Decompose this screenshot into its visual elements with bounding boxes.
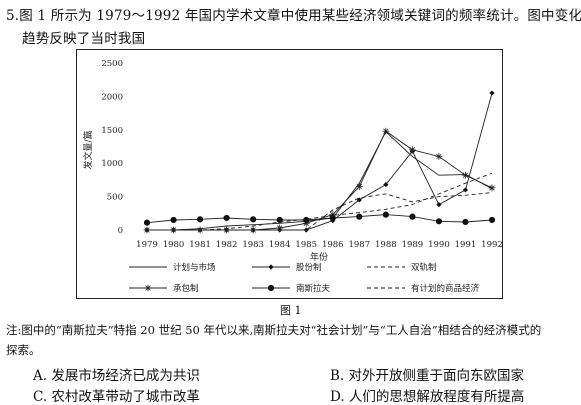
legend-item: 南斯拉夫 [252,283,331,294]
x-tick-label: 1984 [269,240,291,250]
series-line-6 [147,172,493,231]
option-a[interactable]: A. 发展市场经济已成为共识 [33,368,200,384]
legend-item: 有计划的商品经济 [367,283,480,294]
x-tick-label: 1992 [481,240,502,250]
series-4-point [196,226,204,234]
series-2-point [436,202,442,208]
series-4-point [249,226,257,234]
y-tick-label: 2000 [101,92,123,102]
series-2-point [462,187,469,193]
legend-marker [268,264,274,270]
x-tick-label: 1988 [375,240,397,250]
x-tick-label: 1986 [322,240,344,250]
series-4-point [435,153,443,160]
series-5-point [488,216,496,224]
series-5-point [409,213,416,220]
series-2-point [489,90,495,96]
series-5-point [276,216,283,224]
series-5-point [223,214,230,222]
legend-label: 南斯拉夫 [296,283,331,294]
series-5-point [170,216,177,224]
option-b[interactable]: B. 对外开放侧重于面向东欧国家 [330,368,525,384]
y-tick-label: 1500 [101,126,123,136]
question-text-1: 图 1 所示为 1979～1992 年国内学术文章中使用某些经济领域关键词的频率… [19,8,581,24]
series-4-point [276,224,284,232]
y-tick-label: 2500 [101,59,123,69]
y-axis-label: 发文量/篇 [82,130,94,169]
series-2-point [383,181,389,188]
series-5-point [250,216,257,223]
question-text-2: 趋势反映了当时我国 [22,31,146,47]
x-tick-label: 1981 [189,240,211,250]
legend-label: 股份制 [296,262,322,273]
legend-label: 承包制 [173,283,199,294]
series-line-5 [146,214,493,224]
series-4-point [223,226,231,234]
x-tick-label: 1989 [402,240,424,250]
note-line-2: 探索。 [6,343,41,357]
series-5-point [196,216,204,223]
legend-item: 承包制 [129,283,199,294]
series-5-point [143,219,151,226]
series-5-point [435,218,443,225]
series-line-4 [147,130,493,231]
series-4-point [462,171,469,179]
x-tick-label: 1982 [216,240,238,250]
x-tick-label: 1991 [455,240,477,250]
question-number: 5. [6,8,20,24]
x-tick-label: 1980 [163,240,185,250]
x-tick-label: 1983 [242,240,264,250]
series-4-point [488,184,496,192]
x-tick-label: 1987 [348,240,370,250]
legend-item: 双轨制 [367,262,437,273]
series-5-point [356,213,363,220]
x-tick-label: 1979 [136,240,158,250]
figure-caption: 图 1 [280,304,302,317]
legend-marker [144,284,152,292]
legend-marker [267,284,275,292]
series-5-point [462,218,469,226]
series-5-point [329,214,336,222]
series-line-2 [147,92,493,231]
x-tick-label: 1985 [295,240,317,250]
series-line-1 [147,131,493,231]
legend-label: 计划与市场 [173,262,216,273]
legend-label: 有计划的商品经济 [411,283,480,294]
question-line-2: 趋势反映了当时我国 [22,27,145,47]
series-5-point [303,216,310,224]
legend-label: 双轨制 [411,262,437,273]
y-tick-label: 500 [107,193,123,203]
option-c[interactable]: C. 农村改革带动了城市改革 [33,389,200,405]
series-4-point [382,127,390,135]
option-d[interactable]: D. 人们的思想解放程度有所提高 [330,389,525,405]
y-tick-label: 1000 [101,159,123,169]
note-line-1: 注:图中的“南斯拉夫”特指 20 世纪 50 年代以来,南斯拉夫对“社会计划”与… [6,323,542,337]
legend-item: 股份制 [252,262,322,273]
series-line-3 [147,192,493,231]
legend-item: 计划与市场 [129,262,216,273]
question-line-1: 5.图 1 所示为 1979～1992 年国内学术文章中使用某些经济领域关键词的… [6,4,581,24]
series-4-point [355,183,363,190]
line-chart: 0 500 1000 1500 2000 2500 1979 1980 1981 1982 1983… [82,59,503,294]
series-4-point [408,146,416,154]
series-5-point [382,211,389,218]
chart-figure-frame: 0 500 1000 1500 2000 2500 1979 1980 1981 1982 1983… [76,49,503,299]
x-tick-label: 1990 [428,240,450,250]
x-axis-label: 年份 [310,251,328,263]
y-tick-label: 0 [118,226,123,236]
